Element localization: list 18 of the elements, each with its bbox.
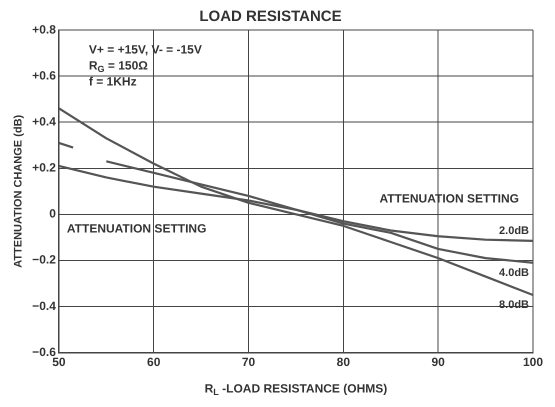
- x-tick-label: 70: [242, 355, 256, 370]
- y-tick-label: −0.2: [32, 252, 56, 267]
- y-tick-label: +0.8: [32, 22, 56, 36]
- annotation: ATTENUATION SETTING: [66, 222, 206, 236]
- chart-title: LOAD RESISTANCE: [199, 8, 342, 26]
- x-tick-label: 90: [432, 355, 446, 370]
- series-label: 2.0dB: [499, 224, 530, 237]
- x-tick-label: 80: [336, 355, 350, 370]
- y-tick-label: +0.4: [32, 114, 56, 128]
- y-axis-title: ATTENUATION CHANGE (dB): [12, 114, 25, 268]
- y-tick-label: +0.2: [32, 160, 56, 175]
- y-tick-label: 0: [49, 206, 56, 221]
- annotation: f = 1KHz: [88, 74, 137, 88]
- x-tick-label: 100: [522, 355, 544, 370]
- x-tick-label: 60: [147, 355, 161, 370]
- y-tick-label: +0.6: [32, 68, 56, 82]
- series-label: 4.0dB: [499, 266, 530, 279]
- y-tick-label: −0.4: [32, 298, 56, 313]
